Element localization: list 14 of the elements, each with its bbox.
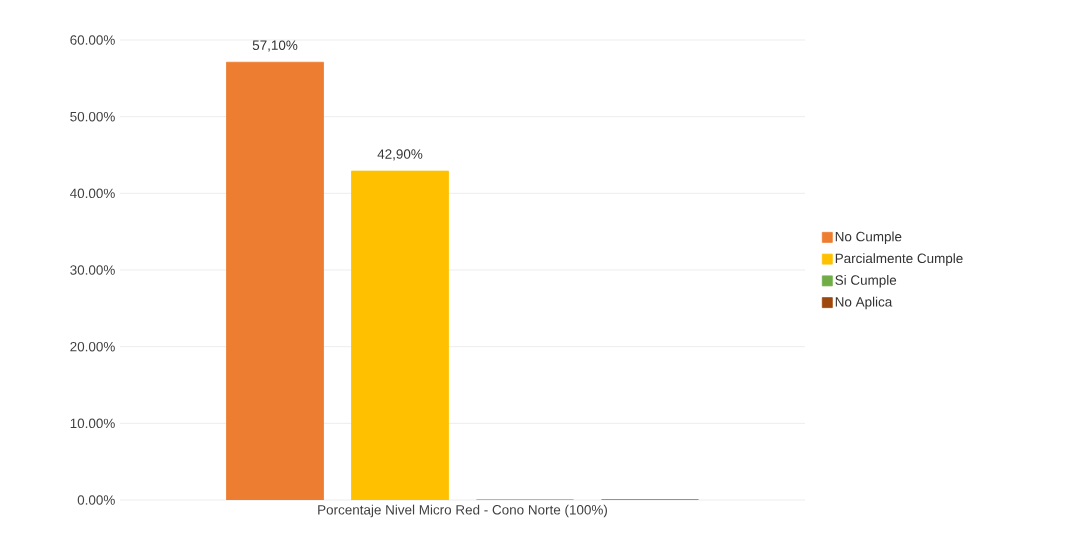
y-tick-label: 20.00%: [70, 341, 115, 352]
y-tick-label: 10.00%: [70, 418, 115, 429]
legend-label: No Cumple: [835, 231, 902, 245]
y-tick-label: 40.00%: [70, 188, 115, 199]
legend-label: Si Cumple: [835, 274, 897, 288]
y-tick-label: 50.00%: [70, 111, 115, 122]
data-label: 42,90%: [377, 149, 423, 161]
y-tick-label: 30.00%: [70, 265, 115, 275]
y-tick-label: 0.00%: [77, 495, 115, 505]
data-label: 57,10%: [252, 40, 298, 52]
x-tick-label: Porcentaje Nivel Micro Red - Cono Norte (100%): [318, 504, 607, 518]
legend-label: Parcialmente Cumple: [835, 253, 963, 266]
legend-label: No Aplica: [835, 296, 893, 310]
y-tick-label: 60.00%: [70, 35, 115, 45]
